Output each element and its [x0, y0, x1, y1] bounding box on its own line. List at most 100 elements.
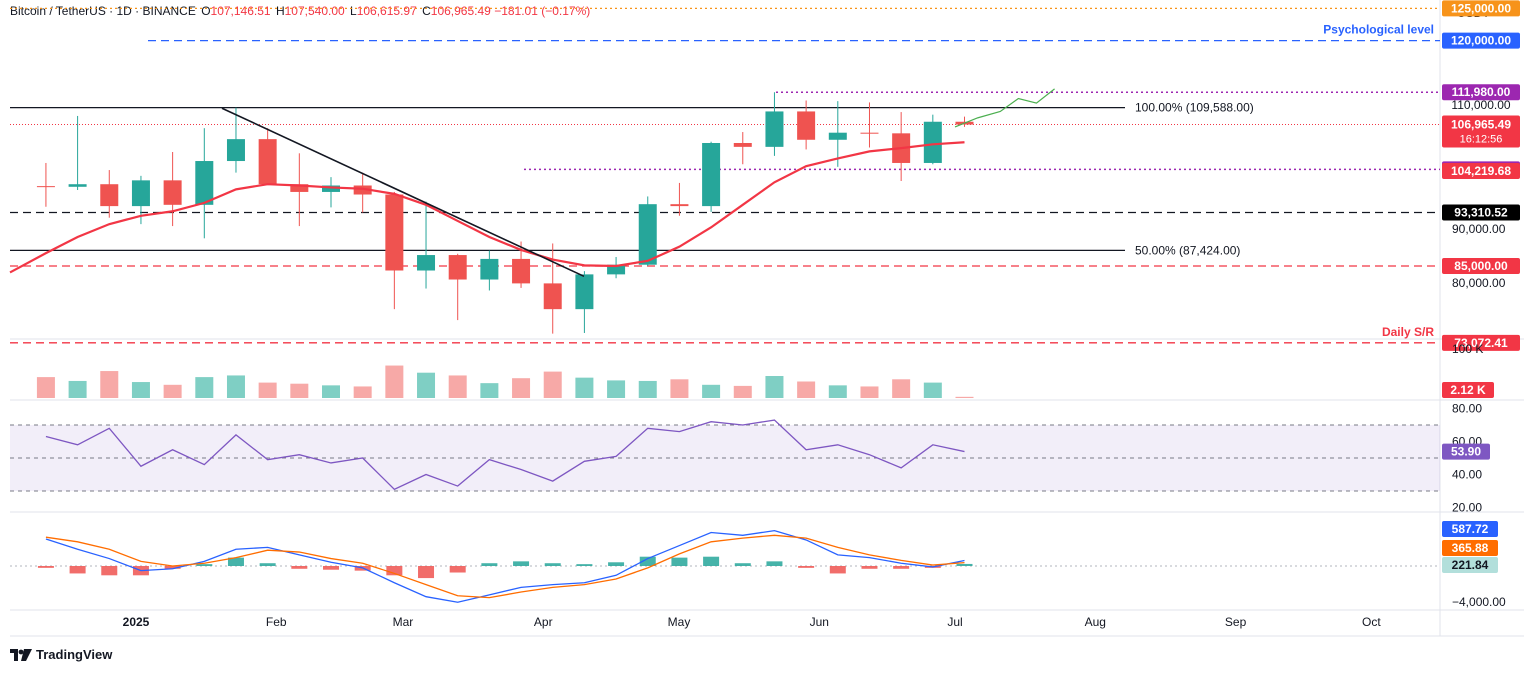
candle-body	[923, 121, 942, 163]
volume-bar	[290, 383, 309, 398]
macd-histogram-bar	[101, 566, 118, 576]
price-axis-tick: 110,000.00	[1451, 98, 1510, 112]
macd-histogram-bar	[798, 566, 815, 568]
high-label: H	[275, 4, 285, 18]
price-tag-text: 93,310.52	[1454, 205, 1508, 219]
macd-histogram-bar	[829, 566, 846, 574]
price-axis-tick: 90,000.00	[1452, 222, 1506, 236]
downtrend-line	[221, 107, 585, 278]
volume-bar	[828, 385, 847, 398]
candle-body	[258, 139, 277, 185]
candle-body	[448, 255, 467, 280]
volume-bar	[258, 382, 277, 398]
current-price-text: 106,965.49	[1451, 118, 1511, 132]
macd-histogram-bar	[513, 561, 530, 566]
volume-bar	[702, 384, 721, 398]
change-value: −181.01 (−0.17%)	[494, 4, 591, 18]
volume-bar	[68, 380, 87, 398]
price-tag-text: 120,000.00	[1451, 34, 1511, 48]
level-text: 100.00% (109,588.00)	[1135, 101, 1254, 115]
price-tag-text: 111,980.00	[1452, 85, 1511, 99]
volume-bar	[131, 382, 150, 398]
candle-body	[797, 111, 816, 140]
macd-histogram-bar	[861, 566, 878, 569]
price-tag	[1442, 334, 1520, 351]
volume-bar	[765, 376, 784, 398]
macd-histogram-bar	[671, 557, 688, 566]
macd-histogram-bar	[418, 566, 435, 579]
chart-header: Bitcoin / TetherUS · 1D · BINANCE O107,1…	[10, 4, 590, 18]
candle-body	[670, 204, 689, 207]
volume-bar	[353, 386, 372, 398]
signal-line	[45, 534, 965, 599]
macd-tag-text: 221.84	[1452, 558, 1489, 572]
macd-histogram-bar	[481, 563, 498, 566]
time-axis-tick: Apr	[534, 615, 553, 629]
price-tag-text: 85,000.00	[1454, 259, 1508, 273]
volume-tag	[1442, 382, 1494, 398]
candle-body	[607, 264, 626, 275]
level-annotation: Daily S/R	[1382, 325, 1434, 339]
rsi-line	[45, 419, 965, 491]
macd-histogram-bar	[608, 562, 625, 566]
time-axis-tick: Jul	[947, 615, 962, 629]
time-axis-tick: Aug	[1085, 615, 1106, 629]
volume-bar	[512, 378, 531, 398]
price-tag	[1442, 84, 1520, 101]
price-tag-text: 125,000.00	[1451, 1, 1511, 15]
macd-histogram-bar	[766, 561, 783, 566]
price-tag	[1442, 32, 1520, 49]
macd-tag	[1442, 521, 1498, 537]
open-label: O	[201, 4, 211, 18]
rsi-axis-tick: 20.00	[1452, 501, 1482, 515]
macd-histogram-bar	[544, 563, 561, 566]
volume-bar	[797, 381, 816, 398]
macd-tag	[1442, 557, 1498, 573]
volume-bar	[860, 386, 879, 398]
volume-bar	[322, 385, 340, 398]
time-axis-tick: Jun	[810, 615, 829, 629]
volume-bar	[163, 384, 182, 398]
volume-bar	[955, 396, 974, 398]
volume-bar	[36, 377, 55, 398]
macd-histogram-bar	[164, 566, 181, 569]
volume-bar	[638, 380, 657, 398]
time-axis-tick: May	[668, 615, 691, 629]
tradingview-logo-icon	[10, 648, 32, 661]
time-axis-tick: Sep	[1225, 615, 1247, 629]
open-value: 107,146.51	[210, 4, 271, 18]
candle-body	[702, 142, 721, 207]
volume-axis-tick: 100 K	[1452, 342, 1483, 356]
rsi-axis-tick: 80.00	[1452, 402, 1482, 416]
macd-histogram-bar	[37, 566, 54, 568]
volume-bar	[670, 379, 689, 398]
candle-body	[385, 194, 404, 271]
macd-histogram-bar	[703, 556, 720, 566]
level-annotation: Psychological level	[1323, 23, 1434, 37]
ma-tag	[1442, 163, 1520, 179]
symbol-title[interactable]: Bitcoin / TetherUS · 1D · BINANCE	[10, 4, 196, 18]
candle-body	[512, 258, 531, 284]
tradingview-logo[interactable]: TradingView	[10, 647, 112, 662]
candle-body	[163, 180, 182, 205]
volume-bar	[892, 379, 911, 398]
macd-histogram-bar	[291, 566, 308, 569]
macd-histogram-bar	[639, 556, 656, 566]
candle-body	[575, 274, 594, 310]
macd-histogram-bar	[449, 566, 466, 573]
time-axis-tick: Mar	[393, 615, 414, 629]
time-axis-tick: Oct	[1362, 615, 1381, 629]
candle-body	[131, 180, 150, 207]
volume-bar	[448, 375, 467, 398]
candle-body	[543, 283, 562, 310]
macd-histogram-bar	[956, 563, 973, 566]
macd-axis-tick: −4,000.00	[1452, 595, 1506, 609]
moving-average-line	[9, 141, 965, 274]
macd-histogram-bar	[196, 564, 213, 566]
volume-bar	[385, 365, 404, 398]
macd-histogram-bar	[69, 566, 86, 574]
volume-tag-text: 2.12 K	[1450, 383, 1486, 397]
macd-line	[45, 529, 965, 603]
projection-path	[954, 88, 1055, 128]
